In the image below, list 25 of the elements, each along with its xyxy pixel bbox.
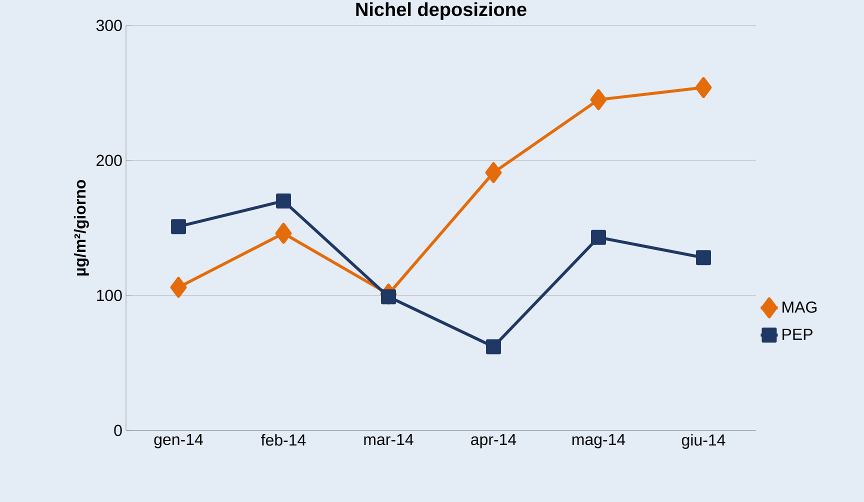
- point: [485, 162, 502, 184]
- point: [590, 89, 607, 110]
- y-axis-title: µg/m²/giorno: [74, 180, 89, 276]
- y-tick-label: 0: [114, 424, 122, 436]
- point: [276, 193, 292, 208]
- y-tick-label: 100: [97, 290, 122, 302]
- point: [381, 289, 396, 304]
- y-tick-label: 200: [96, 154, 122, 166]
- legend-label: PEP: [782, 328, 812, 340]
- x-tick-label: gen-14: [154, 434, 203, 448]
- x-tick-label: feb-14: [261, 434, 306, 446]
- y-tick-label: 300: [96, 20, 122, 32]
- point: [275, 222, 292, 244]
- chart-title: Nichel deposizione: [356, 2, 526, 20]
- x-tick-label: giu-14: [682, 434, 726, 449]
- x-tick-label: apr-14: [471, 434, 516, 448]
- point: [486, 339, 501, 354]
- point: [696, 250, 711, 266]
- point: [695, 77, 712, 98]
- legend-label: MAG: [782, 302, 817, 313]
- point: [171, 219, 186, 234]
- point: [590, 230, 606, 245]
- x-tick-label: mag-14: [572, 434, 626, 448]
- x-tick-label: mar-14: [364, 434, 414, 446]
- point: [170, 276, 187, 298]
